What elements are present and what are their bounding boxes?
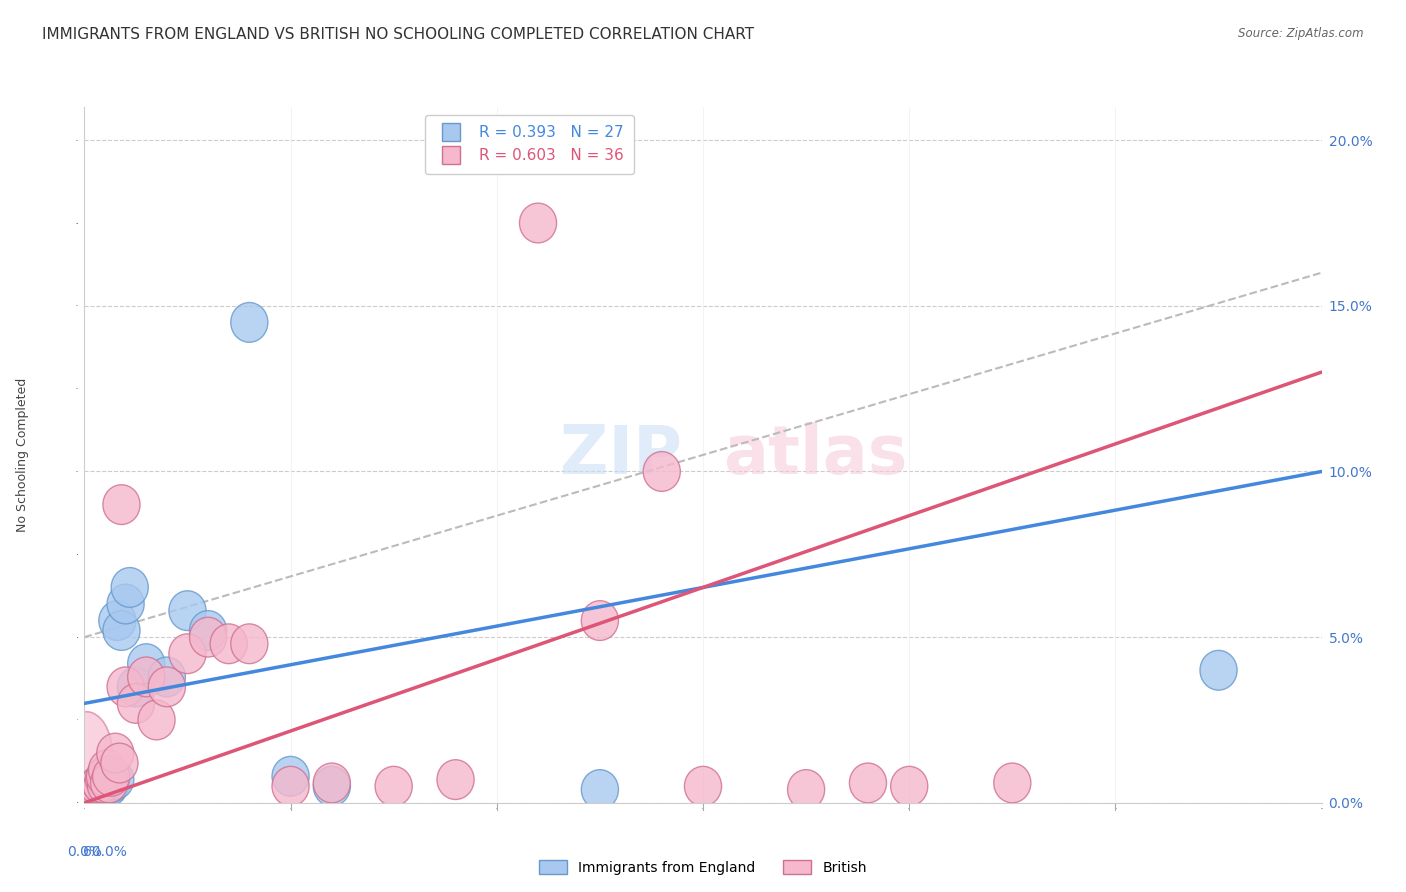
Text: IMMIGRANTS FROM ENGLAND VS BRITISH NO SCHOOLING COMPLETED CORRELATION CHART: IMMIGRANTS FROM ENGLAND VS BRITISH NO SC… [42, 27, 754, 42]
Ellipse shape [787, 770, 825, 809]
Ellipse shape [685, 766, 721, 806]
Ellipse shape [519, 203, 557, 243]
Ellipse shape [849, 763, 887, 803]
Ellipse shape [1199, 650, 1237, 690]
Ellipse shape [231, 624, 269, 664]
Ellipse shape [111, 567, 148, 607]
Ellipse shape [97, 760, 134, 799]
Ellipse shape [82, 766, 112, 799]
Ellipse shape [75, 773, 105, 806]
Ellipse shape [87, 770, 118, 803]
Ellipse shape [190, 617, 226, 657]
Text: Source: ZipAtlas.com: Source: ZipAtlas.com [1239, 27, 1364, 40]
Ellipse shape [77, 773, 108, 806]
Ellipse shape [128, 657, 165, 697]
Text: atlas: atlas [724, 422, 908, 488]
Ellipse shape [994, 763, 1031, 803]
Ellipse shape [87, 763, 118, 797]
Ellipse shape [75, 776, 105, 809]
Ellipse shape [89, 756, 125, 797]
Ellipse shape [103, 484, 141, 524]
Ellipse shape [89, 750, 125, 789]
Ellipse shape [60, 712, 112, 795]
Ellipse shape [231, 302, 269, 343]
Ellipse shape [79, 776, 110, 809]
Ellipse shape [107, 667, 145, 706]
Ellipse shape [93, 756, 129, 797]
Ellipse shape [83, 770, 114, 803]
Ellipse shape [107, 584, 145, 624]
Ellipse shape [643, 451, 681, 491]
Ellipse shape [73, 780, 104, 813]
Ellipse shape [375, 766, 412, 806]
Ellipse shape [190, 611, 226, 650]
Ellipse shape [103, 611, 141, 650]
Ellipse shape [314, 763, 350, 803]
Ellipse shape [138, 700, 176, 739]
Ellipse shape [148, 667, 186, 706]
Ellipse shape [581, 600, 619, 640]
Ellipse shape [314, 766, 350, 806]
Ellipse shape [581, 770, 619, 809]
Text: No Schooling Completed: No Schooling Completed [15, 378, 30, 532]
Ellipse shape [271, 766, 309, 806]
Ellipse shape [148, 657, 186, 697]
Ellipse shape [86, 763, 117, 797]
Ellipse shape [271, 756, 309, 797]
Ellipse shape [82, 766, 112, 799]
Ellipse shape [169, 591, 207, 631]
Ellipse shape [83, 773, 114, 806]
Ellipse shape [117, 683, 155, 723]
Ellipse shape [90, 766, 128, 806]
Ellipse shape [437, 760, 474, 799]
Text: 60.0%: 60.0% [83, 845, 127, 858]
Ellipse shape [86, 763, 124, 803]
Ellipse shape [97, 733, 134, 773]
Legend: R = 0.393   N = 27, R = 0.603   N = 36: R = 0.393 N = 27, R = 0.603 N = 36 [426, 115, 634, 174]
Ellipse shape [73, 776, 104, 809]
Text: ZIP: ZIP [561, 422, 682, 488]
Text: 0.0%: 0.0% [67, 845, 101, 858]
Ellipse shape [86, 756, 124, 797]
Ellipse shape [90, 763, 128, 803]
Ellipse shape [86, 770, 117, 803]
Ellipse shape [77, 770, 108, 803]
Ellipse shape [117, 667, 155, 706]
Ellipse shape [93, 763, 129, 803]
Ellipse shape [98, 600, 136, 640]
Ellipse shape [169, 634, 207, 673]
Ellipse shape [101, 743, 138, 783]
Ellipse shape [209, 624, 247, 664]
Ellipse shape [79, 770, 110, 803]
Legend: Immigrants from England, British: Immigrants from England, British [534, 855, 872, 880]
Ellipse shape [890, 766, 928, 806]
Ellipse shape [128, 644, 165, 683]
